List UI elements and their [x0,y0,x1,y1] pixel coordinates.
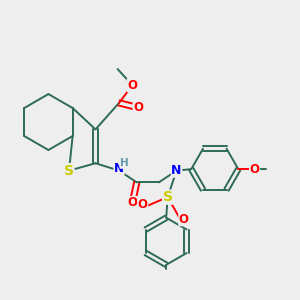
Text: O: O [133,101,143,114]
Text: O: O [138,198,148,211]
Text: N: N [114,162,124,175]
Text: N: N [171,164,182,177]
Text: O: O [179,213,189,226]
Text: S: S [163,190,173,204]
Text: O: O [250,163,260,176]
Text: S: S [64,164,74,178]
Text: H: H [120,158,129,168]
Text: O: O [127,79,137,92]
Text: O: O [127,196,137,209]
